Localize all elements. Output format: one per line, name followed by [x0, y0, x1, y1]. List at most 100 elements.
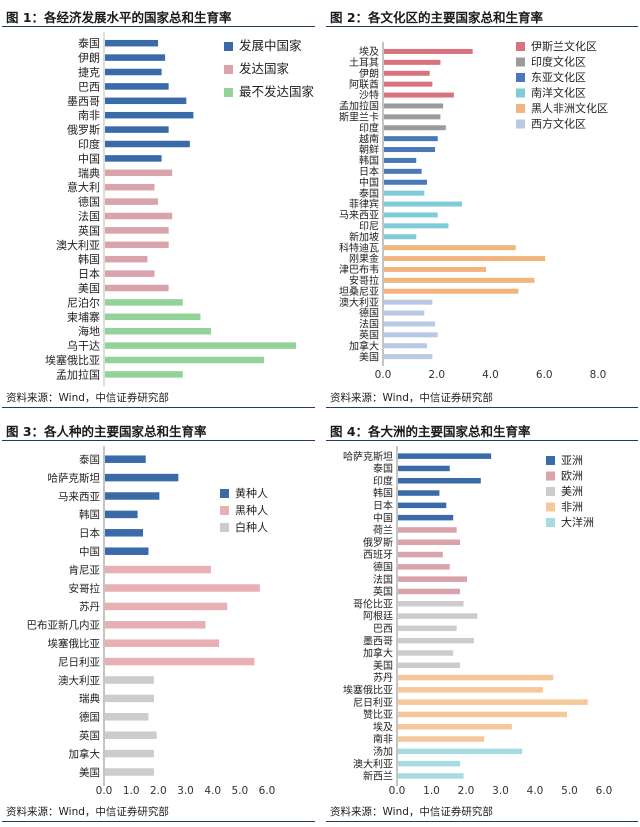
bar-汤加	[398, 748, 523, 755]
bar-中国	[398, 514, 454, 521]
chart-4-source: 资料来源：Wind，中信证券研究部	[330, 806, 493, 818]
x-tick-label: 0.0	[375, 369, 392, 381]
bar-日本	[398, 502, 447, 509]
category-label: 印度	[359, 121, 379, 134]
legend-label: 黑种人	[235, 503, 268, 517]
bar-韩国	[105, 255, 148, 263]
legend-background	[542, 455, 638, 535]
x-tick-label: 4.0	[527, 785, 544, 797]
x-tick-label: 5.0	[561, 785, 578, 797]
category-label: 哈萨克斯坦	[48, 471, 101, 484]
category-label: 印度	[78, 137, 100, 151]
chart-4-plot: 哈萨克斯坦泰国印度韩国日本中国荷兰俄罗斯西班牙德国法国英国哥伦比亚阿根廷巴西墨西…	[343, 446, 638, 797]
category-label: 哥伦比亚	[353, 597, 393, 610]
chart-1-plot: 泰国伊朗捷克巴西墨西哥南非俄罗斯印度中国瑞典意大利德国法国英国澳大利亚韩国日本美…	[45, 32, 315, 386]
x-tick-label: 2.0	[458, 785, 475, 797]
category-label: 法国	[78, 209, 100, 223]
chart-2-source: 资料来源：Wind，中信证券研究部	[330, 392, 493, 404]
chart-3-plot: 泰国哈萨克斯坦马来西亚韩国日本中国肯尼亚安哥拉苏丹巴布亚新几内亚埃塞俄比亚尼日利…	[27, 446, 315, 797]
x-tick-label: 1.0	[423, 785, 440, 797]
category-label: 新西兰	[363, 770, 393, 783]
bar-德国	[105, 713, 149, 721]
legend-label: 印度文化区	[531, 55, 586, 69]
legend-background	[220, 41, 315, 112]
category-label: 泰国	[78, 36, 100, 50]
x-tick-label: 6.0	[596, 785, 613, 797]
legend-swatch	[546, 456, 555, 465]
chart-3-source: 资料来源：Wind，中信证券研究部	[6, 806, 169, 818]
category-label: 韩国	[359, 154, 379, 167]
legend-label: 美洲	[561, 485, 583, 498]
bar-越南	[384, 136, 438, 142]
bar-法国	[398, 576, 467, 582]
category-label: 巴西	[78, 80, 100, 93]
chart-4-title: 图 4：各大洲的主要国家总和生育率	[330, 424, 531, 439]
bar-印度	[105, 140, 190, 148]
bar-斯里兰卡	[384, 114, 441, 120]
category-label: 阿根廷	[363, 610, 393, 623]
category-label: 印尼	[359, 220, 379, 232]
chart-4-title-bar: 图 4：各大洲的主要国家总和生育率	[326, 418, 638, 441]
legend-label: 欧洲	[561, 470, 583, 483]
category-label: 印度	[373, 474, 393, 487]
x-tick-label: 0.0	[389, 785, 406, 797]
category-label: 马来西亚	[58, 491, 100, 503]
legend-label: 最不发达国家	[239, 84, 315, 99]
bar-美国	[398, 662, 461, 668]
bar-德国	[398, 564, 450, 570]
category-label: 沙特	[359, 90, 379, 102]
bar-肯尼亚	[105, 565, 211, 574]
bar-德国	[384, 310, 425, 316]
chart-3-bottom-rule	[2, 821, 315, 822]
bar-泰国	[384, 190, 425, 196]
bar-瑞典	[105, 694, 154, 703]
bar-英国	[105, 731, 157, 739]
category-label: 加拿大	[363, 647, 393, 660]
category-label: 巴布亚新几内亚	[27, 619, 101, 632]
bar-阿根廷	[398, 613, 478, 619]
bar-新西兰	[398, 773, 464, 779]
category-label: 英国	[79, 729, 100, 742]
bar-荷兰	[398, 527, 457, 533]
legend-label: 东亚文化区	[531, 70, 586, 84]
bar-捷克	[105, 68, 162, 76]
bar-俄罗斯	[105, 126, 169, 133]
category-label: 澳大利亚	[56, 238, 100, 252]
bar-安哥拉	[384, 277, 535, 283]
x-tick-label: 8.0	[590, 369, 607, 381]
bar-苏丹	[398, 674, 554, 681]
bar-瑞典	[105, 169, 173, 177]
legend-label: 大洋洲	[561, 515, 594, 529]
legend-swatch	[516, 104, 525, 113]
bar-哥伦比亚	[398, 601, 464, 607]
bar-澳大利亚	[105, 676, 154, 684]
legend-label: 黑人非洲文化区	[531, 101, 608, 115]
legend-label: 南洋文化区	[531, 86, 586, 100]
bar-澳大利亚	[398, 760, 461, 767]
x-tick-label: 3.0	[492, 785, 509, 797]
x-tick-label: 1.0	[123, 785, 140, 797]
bar-德国	[105, 198, 159, 205]
bar-日本	[384, 168, 422, 174]
chart-4-bottom-rule	[326, 821, 638, 822]
category-label: 埃塞俄比亚	[45, 353, 100, 367]
legend-label: 白种人	[235, 520, 268, 534]
category-label: 刚果金	[349, 252, 379, 265]
category-label: 美国	[359, 350, 379, 363]
bar-南非	[105, 111, 194, 119]
bar-沙特	[384, 92, 454, 98]
category-label: 埃及	[359, 45, 379, 58]
legend-swatch	[546, 518, 555, 527]
category-label: 斯里兰卡	[339, 110, 379, 123]
category-label: 泰国	[373, 462, 393, 475]
category-label: 坦桑尼亚	[339, 285, 379, 298]
category-label: 墨西哥	[67, 95, 100, 108]
bar-马来西亚	[384, 212, 438, 218]
category-label: 日本	[79, 527, 100, 540]
category-label: 中国	[359, 176, 379, 189]
bar-埃塞俄比亚	[398, 687, 543, 693]
category-label: 乌干达	[67, 339, 100, 353]
bar-法国	[105, 212, 173, 220]
legend-swatch	[546, 487, 555, 496]
category-label: 加拿大	[349, 339, 379, 352]
